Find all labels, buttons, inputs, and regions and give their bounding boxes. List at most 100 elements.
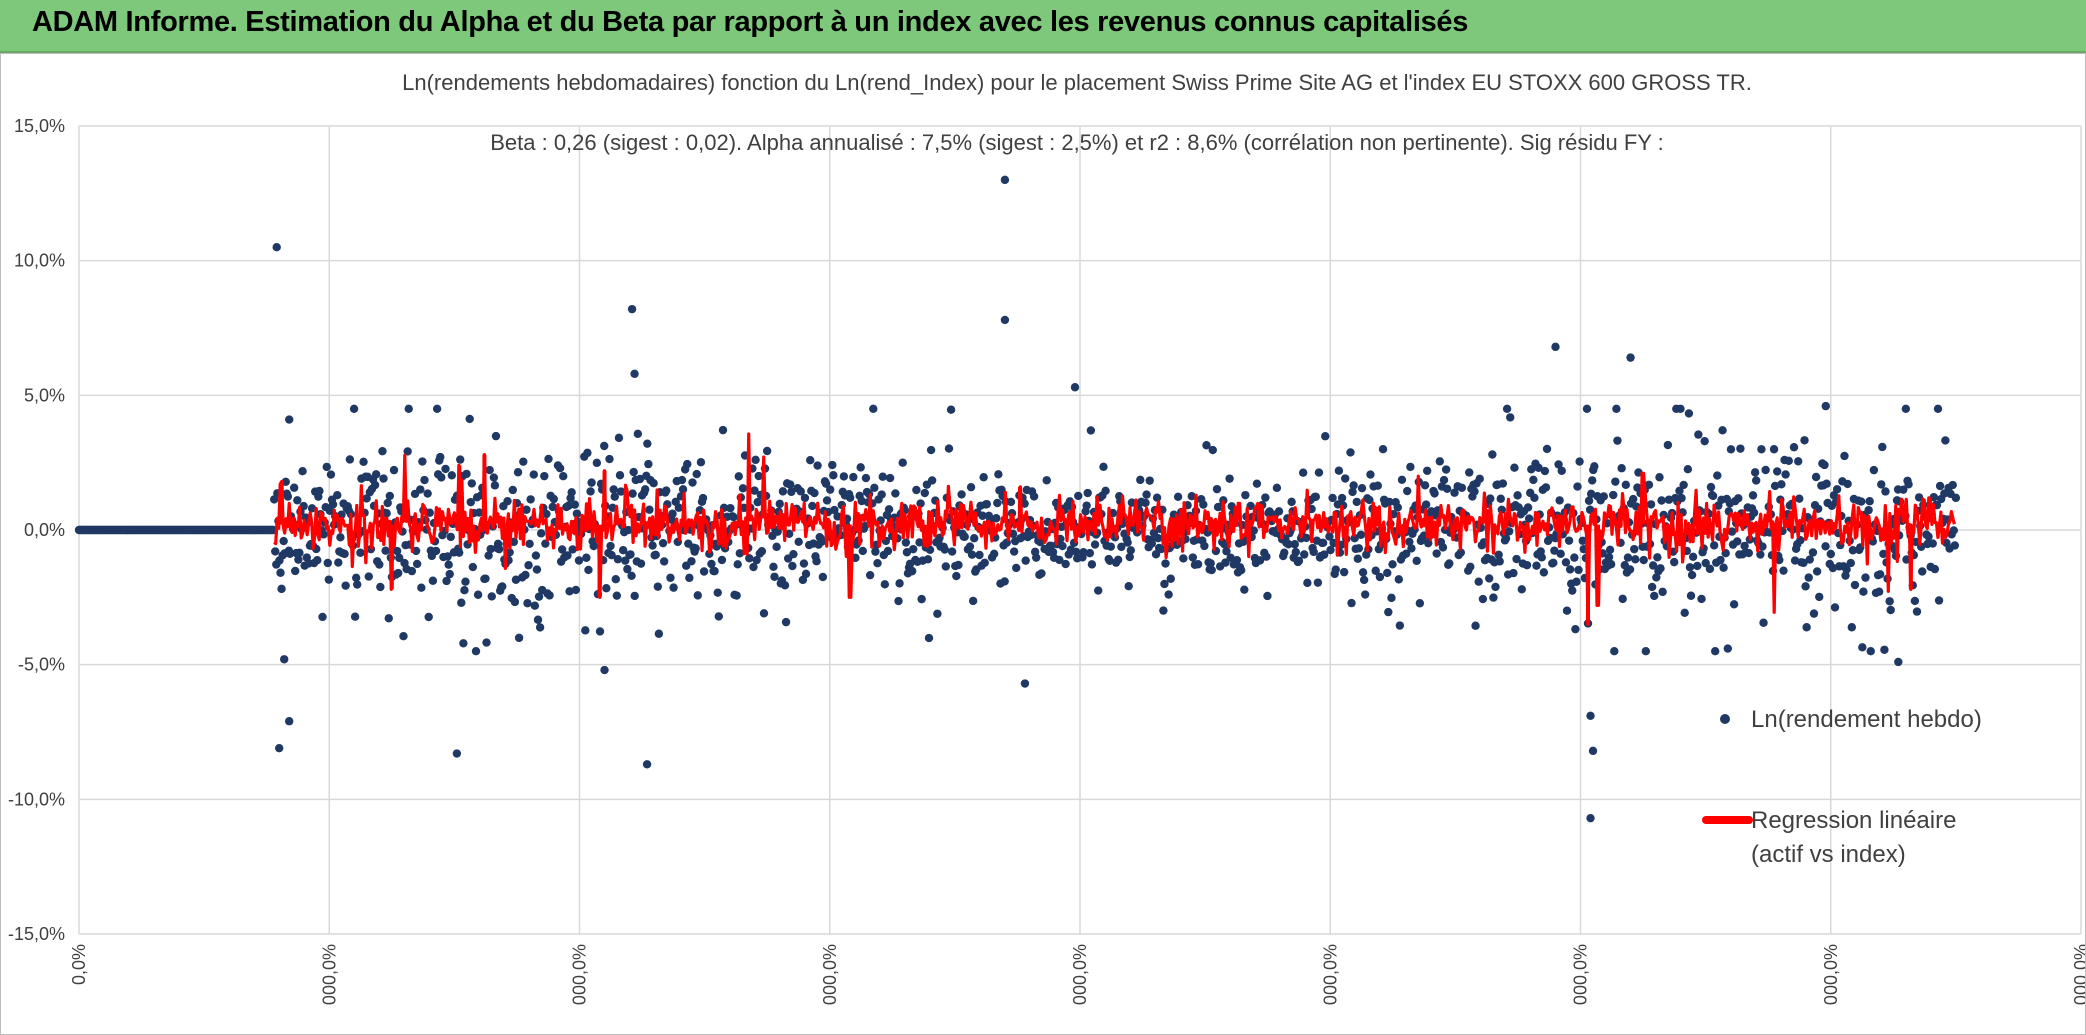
data-point — [1094, 586, 1103, 595]
y-tick-label: 15,0% — [14, 116, 65, 136]
data-point — [1071, 547, 1081, 556]
data-point — [1101, 486, 1110, 496]
data-point — [885, 473, 895, 483]
data-point — [1466, 562, 1475, 571]
data-point — [447, 471, 457, 480]
data-point — [1407, 544, 1416, 553]
data-point — [1639, 555, 1648, 565]
data-point — [829, 471, 838, 480]
data-point — [902, 548, 912, 557]
data-point — [582, 553, 591, 562]
data-point — [1564, 536, 1574, 545]
data-point — [633, 429, 643, 439]
data-point — [1550, 546, 1559, 555]
data-point — [586, 487, 595, 496]
data-point — [1599, 492, 1608, 501]
data-point — [1086, 426, 1096, 435]
data-point — [1648, 561, 1658, 570]
data-point — [1387, 593, 1396, 603]
data-point — [1561, 558, 1571, 567]
data-point — [616, 487, 626, 496]
data-point — [924, 633, 934, 643]
data-point — [947, 547, 957, 556]
data-point — [1565, 565, 1575, 574]
data-point — [759, 609, 769, 618]
data-point — [653, 582, 663, 591]
data-point-outlier — [1020, 679, 1030, 688]
data-point — [1941, 436, 1950, 445]
data-point — [460, 586, 469, 595]
data-point — [1694, 430, 1703, 439]
data-point — [567, 488, 576, 497]
data-point-outlier — [642, 760, 652, 769]
data-point — [692, 469, 701, 479]
data-point — [1676, 404, 1685, 413]
data-point — [1314, 468, 1324, 477]
data-point — [788, 561, 797, 571]
data-point — [775, 499, 784, 509]
data-point — [514, 633, 524, 643]
data-point — [1951, 493, 1961, 503]
data-point — [323, 558, 332, 568]
data-point — [732, 591, 741, 600]
data-point — [1232, 555, 1242, 565]
data-point — [1549, 558, 1558, 568]
data-point — [1861, 573, 1870, 582]
data-point — [418, 457, 427, 466]
data-point — [960, 532, 969, 541]
data-point — [997, 485, 1006, 494]
data-point — [548, 502, 557, 512]
data-point — [927, 476, 937, 485]
data-point — [1716, 555, 1725, 565]
data-point — [399, 632, 408, 641]
data-point — [557, 545, 567, 554]
data-point-outlier — [1000, 175, 1010, 185]
data-point — [643, 439, 652, 448]
data-point-outlier — [1894, 657, 1903, 667]
scatter-chart: 15,0%10,0%5,0%0,0%-5,0%-10,0%-15,0%0,0% 0… — [8, 70, 2085, 1005]
data-point — [1457, 483, 1467, 492]
data-point — [659, 557, 669, 566]
data-point — [565, 587, 574, 596]
data-point — [726, 503, 735, 513]
data-point — [340, 549, 349, 559]
data-point — [521, 570, 530, 580]
data-point — [529, 470, 539, 479]
data-point — [615, 471, 625, 480]
data-point — [1486, 494, 1495, 503]
data-point — [1554, 460, 1563, 469]
data-point — [1790, 556, 1800, 565]
data-point — [1012, 563, 1021, 573]
data-point — [1255, 556, 1265, 565]
data-point — [1055, 555, 1064, 565]
data-point — [1356, 530, 1366, 540]
data-point — [1843, 479, 1852, 489]
data-point — [1160, 579, 1169, 589]
data-point — [1187, 492, 1196, 501]
data-point — [1605, 545, 1615, 554]
data-point — [1280, 548, 1289, 557]
data-point — [1848, 546, 1858, 555]
data-point — [536, 529, 546, 538]
data-point — [1240, 585, 1249, 594]
data-point-outlier — [1821, 401, 1830, 411]
data-point — [691, 544, 700, 553]
data-point — [1646, 500, 1656, 509]
data-point — [969, 534, 979, 543]
data-point — [362, 494, 371, 503]
data-point — [923, 555, 933, 564]
data-point — [1489, 593, 1498, 602]
data-point — [1495, 557, 1504, 566]
data-point — [1360, 590, 1370, 599]
data-point — [1042, 476, 1051, 485]
data-point — [623, 564, 632, 574]
data-point — [378, 447, 387, 456]
data-point — [1397, 475, 1407, 484]
data-point — [1465, 468, 1474, 477]
data-point — [666, 573, 675, 582]
data-point — [1858, 643, 1867, 652]
data-point — [1568, 586, 1577, 595]
data-point — [1439, 475, 1449, 485]
data-point — [1758, 542, 1767, 551]
data-point — [944, 444, 954, 453]
